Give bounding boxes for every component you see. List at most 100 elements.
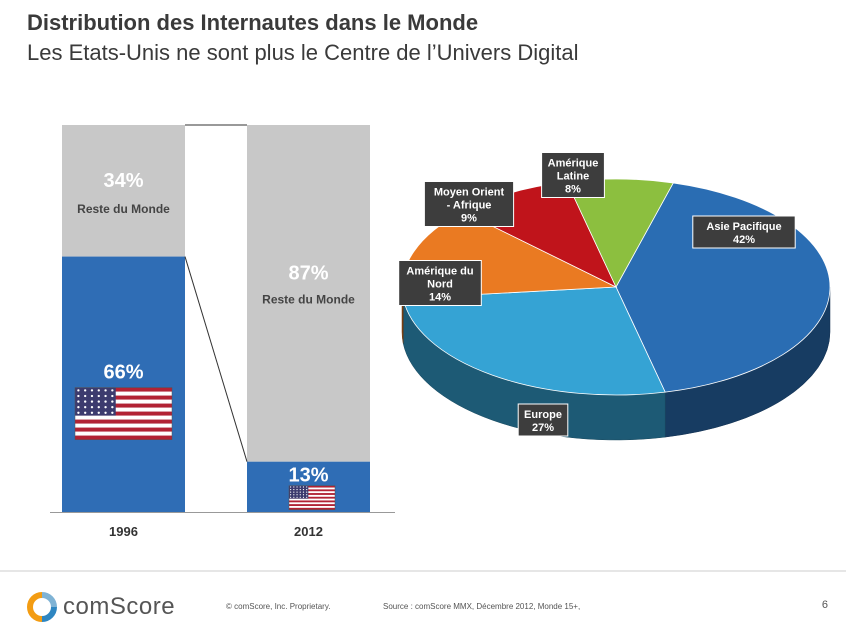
logo-text: comScore [63, 593, 176, 620]
flag-stripe [289, 493, 335, 496]
flag-stripe [289, 487, 335, 490]
flag-stripe [75, 423, 172, 428]
flag-star [97, 394, 100, 398]
flag-star [97, 400, 100, 403]
flag-star [306, 488, 308, 491]
flag-star [293, 494, 295, 496]
flag-star [302, 488, 305, 491]
flag-star [302, 496, 305, 498]
flag-stripe [289, 504, 335, 507]
flag-stripe [75, 403, 172, 408]
flag-star [306, 486, 308, 488]
flag-star [90, 400, 94, 403]
copyright-text: © comScore, Inc. Proprietary. [226, 602, 331, 611]
flag-star [290, 491, 292, 493]
stacked-bar-chart: 34% Reste du Monde 66% 1996 87% Reste du Mond… [50, 124, 395, 539]
pie-category-label: - Afrique [447, 200, 492, 212]
flag-star [290, 488, 292, 491]
data-label-reste: 34% [103, 170, 143, 192]
flag-star [111, 400, 114, 403]
pie-value-label: 42% [733, 234, 755, 246]
page-subtitle: Les Etats-Unis ne sont plus le Centre de… [27, 40, 579, 65]
flag-star [293, 488, 295, 491]
data-label-reste: 87% [288, 262, 328, 284]
connector-line [184, 256, 248, 462]
series-label-reste: Reste du Monde [77, 202, 170, 216]
flag-star [299, 491, 301, 493]
pie-value-label: 27% [532, 422, 554, 434]
x-tick-label: 2012 [294, 524, 323, 539]
flag-stripe [75, 419, 172, 424]
flag-stripe [289, 491, 335, 494]
flag-star [299, 486, 301, 488]
bar-reste-du-monde [247, 125, 370, 462]
flag-star [104, 394, 107, 398]
pie-category-label: Moyen Orient [434, 187, 505, 199]
flag-star [104, 411, 107, 414]
pie-category-label: Europe [524, 409, 562, 421]
flag-stripe [75, 407, 172, 412]
pie-label-box [541, 152, 605, 198]
pie-category-label: Amérique [548, 158, 599, 170]
flag-star [84, 400, 87, 403]
flag-stripe [75, 415, 172, 420]
flag-star [111, 406, 114, 409]
flag-star [90, 406, 94, 409]
flag-stripe [289, 485, 335, 488]
flag-star [296, 488, 298, 491]
flag-star [90, 411, 94, 414]
flag-star [111, 394, 114, 398]
footer-divider [0, 570, 846, 572]
flag-stripe [289, 496, 335, 499]
flag-star [104, 406, 107, 409]
flag-star [299, 496, 301, 498]
flag-star [306, 491, 308, 493]
data-label-us: 66% [103, 362, 143, 384]
flag-star [299, 488, 301, 491]
bar-etats-unis [62, 256, 185, 512]
flag-star [90, 389, 94, 392]
flag-stripe [75, 399, 172, 404]
flag-stripe [289, 502, 335, 505]
flag-star [299, 494, 301, 496]
pie-label-box [692, 215, 796, 249]
flag-stripe [75, 387, 172, 392]
flag-star [290, 496, 292, 498]
flag-star [77, 406, 80, 409]
flag-star [302, 491, 305, 493]
flag-star [77, 389, 80, 392]
flag-star [84, 406, 87, 409]
pie-category-label: Amérique du [406, 266, 473, 278]
flag-canton [75, 387, 116, 416]
pie-category-label: Asie Pacifique [706, 221, 781, 233]
comscore-logo-icon [27, 592, 57, 622]
pie-label-box [517, 403, 569, 437]
flag-star [104, 400, 107, 403]
flag-star [97, 389, 100, 392]
flag-star [77, 394, 80, 398]
flag-star [104, 389, 107, 392]
pie-label-box [398, 260, 482, 306]
pie-slice [402, 286, 666, 396]
pie-value-label: 9% [461, 213, 477, 225]
flag-star [302, 486, 305, 488]
flag-star [296, 486, 298, 488]
flag-star [296, 491, 298, 493]
flag-stripe [75, 427, 172, 432]
flag-star [97, 411, 100, 414]
bar-reste-du-monde [62, 125, 185, 257]
flag-star [290, 486, 292, 488]
series-label-reste: Reste du Monde [262, 292, 355, 306]
flag-stripe [75, 391, 172, 396]
flag-border [288, 485, 336, 510]
flag-star [296, 496, 298, 498]
us-flag-icon [288, 485, 336, 510]
flag-stripe [289, 500, 335, 503]
flag-star [293, 486, 295, 488]
